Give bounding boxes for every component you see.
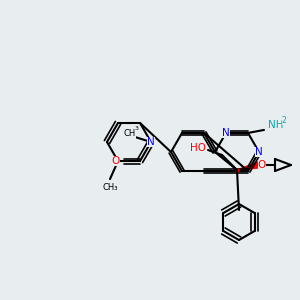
Text: 3: 3 [135,127,139,131]
Text: CH: CH [124,130,136,139]
Text: 2: 2 [282,116,287,125]
Text: O: O [258,160,266,170]
Text: N: N [255,147,263,157]
Text: N: N [222,128,230,138]
Text: N: N [147,137,155,147]
Text: O: O [112,156,120,166]
Text: HO: HO [190,143,206,153]
Text: CH₃: CH₃ [102,183,118,192]
Polygon shape [237,162,258,170]
Text: NH: NH [268,120,283,130]
